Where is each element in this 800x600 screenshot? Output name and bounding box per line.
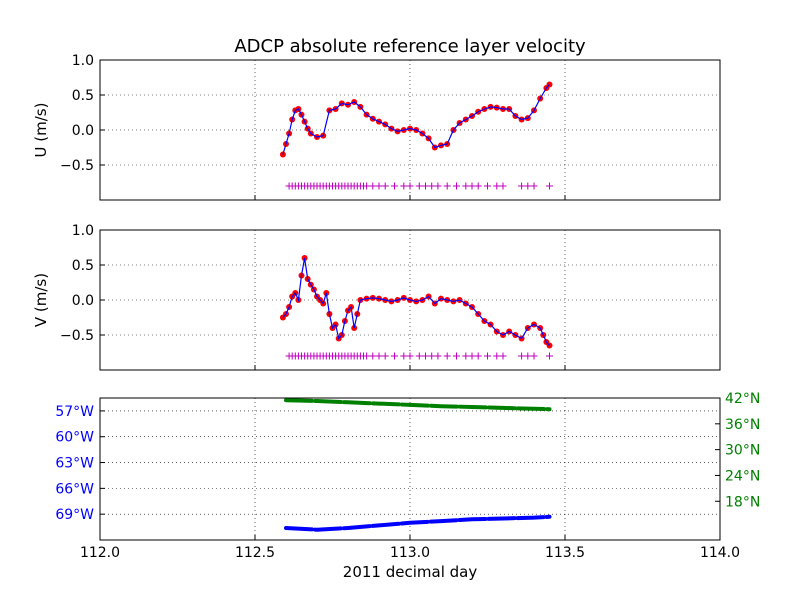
latitude-track-line: [284, 398, 552, 412]
panel-v-ytick-label: 0.0: [72, 293, 94, 309]
panel-v-flag-marker: [453, 352, 460, 360]
panel-u-flag-marker: [453, 182, 460, 190]
chart-title: ADCP absolute reference layer velocity: [234, 36, 586, 57]
panel-v-flag-marker: [524, 352, 532, 360]
panel-u-flag-marker: [400, 182, 408, 190]
panel-v-flag-marker: [462, 352, 470, 360]
latitude-tick-label: 18°N: [725, 494, 760, 510]
panel-u-flag-marker: [462, 182, 470, 190]
panel-u-flag-marker: [369, 182, 377, 190]
panel-u-flag-marker: [468, 182, 476, 190]
panel-u-flag-marker: [443, 182, 451, 190]
panel-u-flag-marker: [381, 182, 389, 190]
panel-u-flag-marker: [484, 182, 491, 190]
panel-u-flag-marker: [530, 182, 538, 190]
longitude-tick-label: 60°W: [55, 430, 94, 446]
panel-u-flag-marker: [406, 182, 414, 190]
panel-v-smoothed-line: [282, 257, 550, 346]
panel-v-ytick-label: −0.5: [60, 328, 94, 344]
latitude-tick-label: 24°N: [725, 468, 760, 484]
panel-u-flag-marker: [422, 182, 429, 190]
x-axis-label: 2011 decimal day: [343, 563, 478, 581]
panel-u-flag-marker: [546, 182, 553, 190]
panel-u-flag-marker: [391, 182, 398, 190]
panel-u-flag-marker: [518, 182, 526, 190]
panel-u-flag-marker: [434, 182, 442, 190]
panel-u-ytick-label: 0.5: [72, 88, 94, 104]
panel-u-grid: [100, 60, 720, 200]
panel-v-flag-marker: [428, 352, 436, 360]
latitude-tick-label: 36°N: [725, 417, 760, 433]
longitude-track-line: [284, 514, 552, 532]
panel-u-flag-marker: [499, 182, 507, 190]
panel-v-flag-marker: [406, 352, 414, 360]
panel-v-ytick-label: 1.0: [72, 223, 94, 239]
panel-v-ytick-label: 0.5: [72, 258, 94, 274]
panel-position: 57°W 60°W 63°W 66°W 69°W 42°N 36°N 30°N 24°N 18°…: [55, 391, 760, 561]
panel-v: 1.0 0.5 0.0 −0.5 V (m/s): [32, 223, 721, 371]
panel-v-flag-marker: [493, 352, 501, 360]
panel-v-flag-marker: [499, 352, 507, 360]
panel-position-right-yticks: 42°N 36°N 30°N 24°N 18°N: [715, 391, 760, 510]
longitude-tick-label: 57°W: [55, 404, 94, 420]
panel-u-flag-marker: [363, 182, 371, 190]
panel-u-yticks: 1.0 0.5 0.0 −0.5: [60, 53, 721, 200]
panel-v-flag-marker: [381, 352, 389, 360]
panel-position-background: [100, 398, 720, 540]
panel-u-ylabel: U (m/s): [32, 103, 50, 158]
panel-v-yticks: 1.0 0.5 0.0 −0.5: [60, 223, 721, 370]
panel-v-flag-marker: [400, 352, 408, 360]
panel-u-marks: [279, 81, 553, 190]
panel-v-flag-marker: [422, 352, 429, 360]
panel-position-marks: [284, 398, 552, 532]
panel-v-flag-marker: [484, 352, 491, 360]
panel-v-flag-marker: [434, 352, 442, 360]
panel-v-flag-marker: [546, 352, 553, 360]
longitude-tick-label: 69°W: [55, 507, 94, 523]
panel-v-flag-marker: [369, 352, 377, 360]
latitude-tick-label: 30°N: [725, 443, 760, 459]
panel-v-flag-marker: [375, 352, 383, 360]
longitude-tick-label: 63°W: [55, 456, 94, 472]
panel-position-xticks: 112.0 112.5 113.0 113.5 114.0: [80, 535, 740, 561]
panel-v-marks: [279, 255, 553, 360]
panel-u-smoothed-line: [282, 84, 550, 155]
x-tick-label: 114.0: [700, 545, 740, 561]
panel-v-flag-marker: [468, 352, 476, 360]
panel-u-flag-marker: [375, 182, 383, 190]
x-tick-label: 112.5: [235, 545, 275, 561]
panel-u-flag-marker: [493, 182, 501, 190]
panel-position-grid: [100, 398, 720, 540]
panel-u-flag-marker: [415, 182, 423, 190]
x-tick-label: 113.0: [390, 545, 430, 561]
x-tick-label: 113.5: [545, 545, 585, 561]
panel-v-flag-marker: [391, 352, 398, 360]
panel-position-left-yticks: 57°W 60°W 63°W 66°W 69°W: [55, 404, 105, 523]
panel-u-ytick-label: 1.0: [72, 53, 94, 69]
panel-u-flag-marker: [474, 182, 482, 190]
latitude-tick-label: 42°N: [725, 391, 760, 407]
panel-u-ytick-label: 0.0: [72, 123, 94, 139]
panel-u-flag-marker: [428, 182, 436, 190]
panel-u: 1.0 0.5 0.0 −0.5 U (m/s): [32, 53, 721, 201]
panel-v-flag-marker: [415, 352, 423, 360]
panel-v-flag-marker: [518, 352, 526, 360]
panel-v-flag-marker: [443, 352, 451, 360]
panel-v-ylabel: V (m/s): [32, 273, 50, 327]
panel-v-flag-marker: [530, 352, 538, 360]
longitude-tick-label: 66°W: [55, 481, 94, 497]
panel-u-flag-marker: [524, 182, 532, 190]
panel-u-ytick-label: −0.5: [60, 158, 94, 174]
panel-v-flag-marker: [474, 352, 482, 360]
panel-v-flag-marker: [363, 352, 371, 360]
x-tick-label: 112.0: [80, 545, 120, 561]
panel-v-grid: [100, 230, 720, 370]
